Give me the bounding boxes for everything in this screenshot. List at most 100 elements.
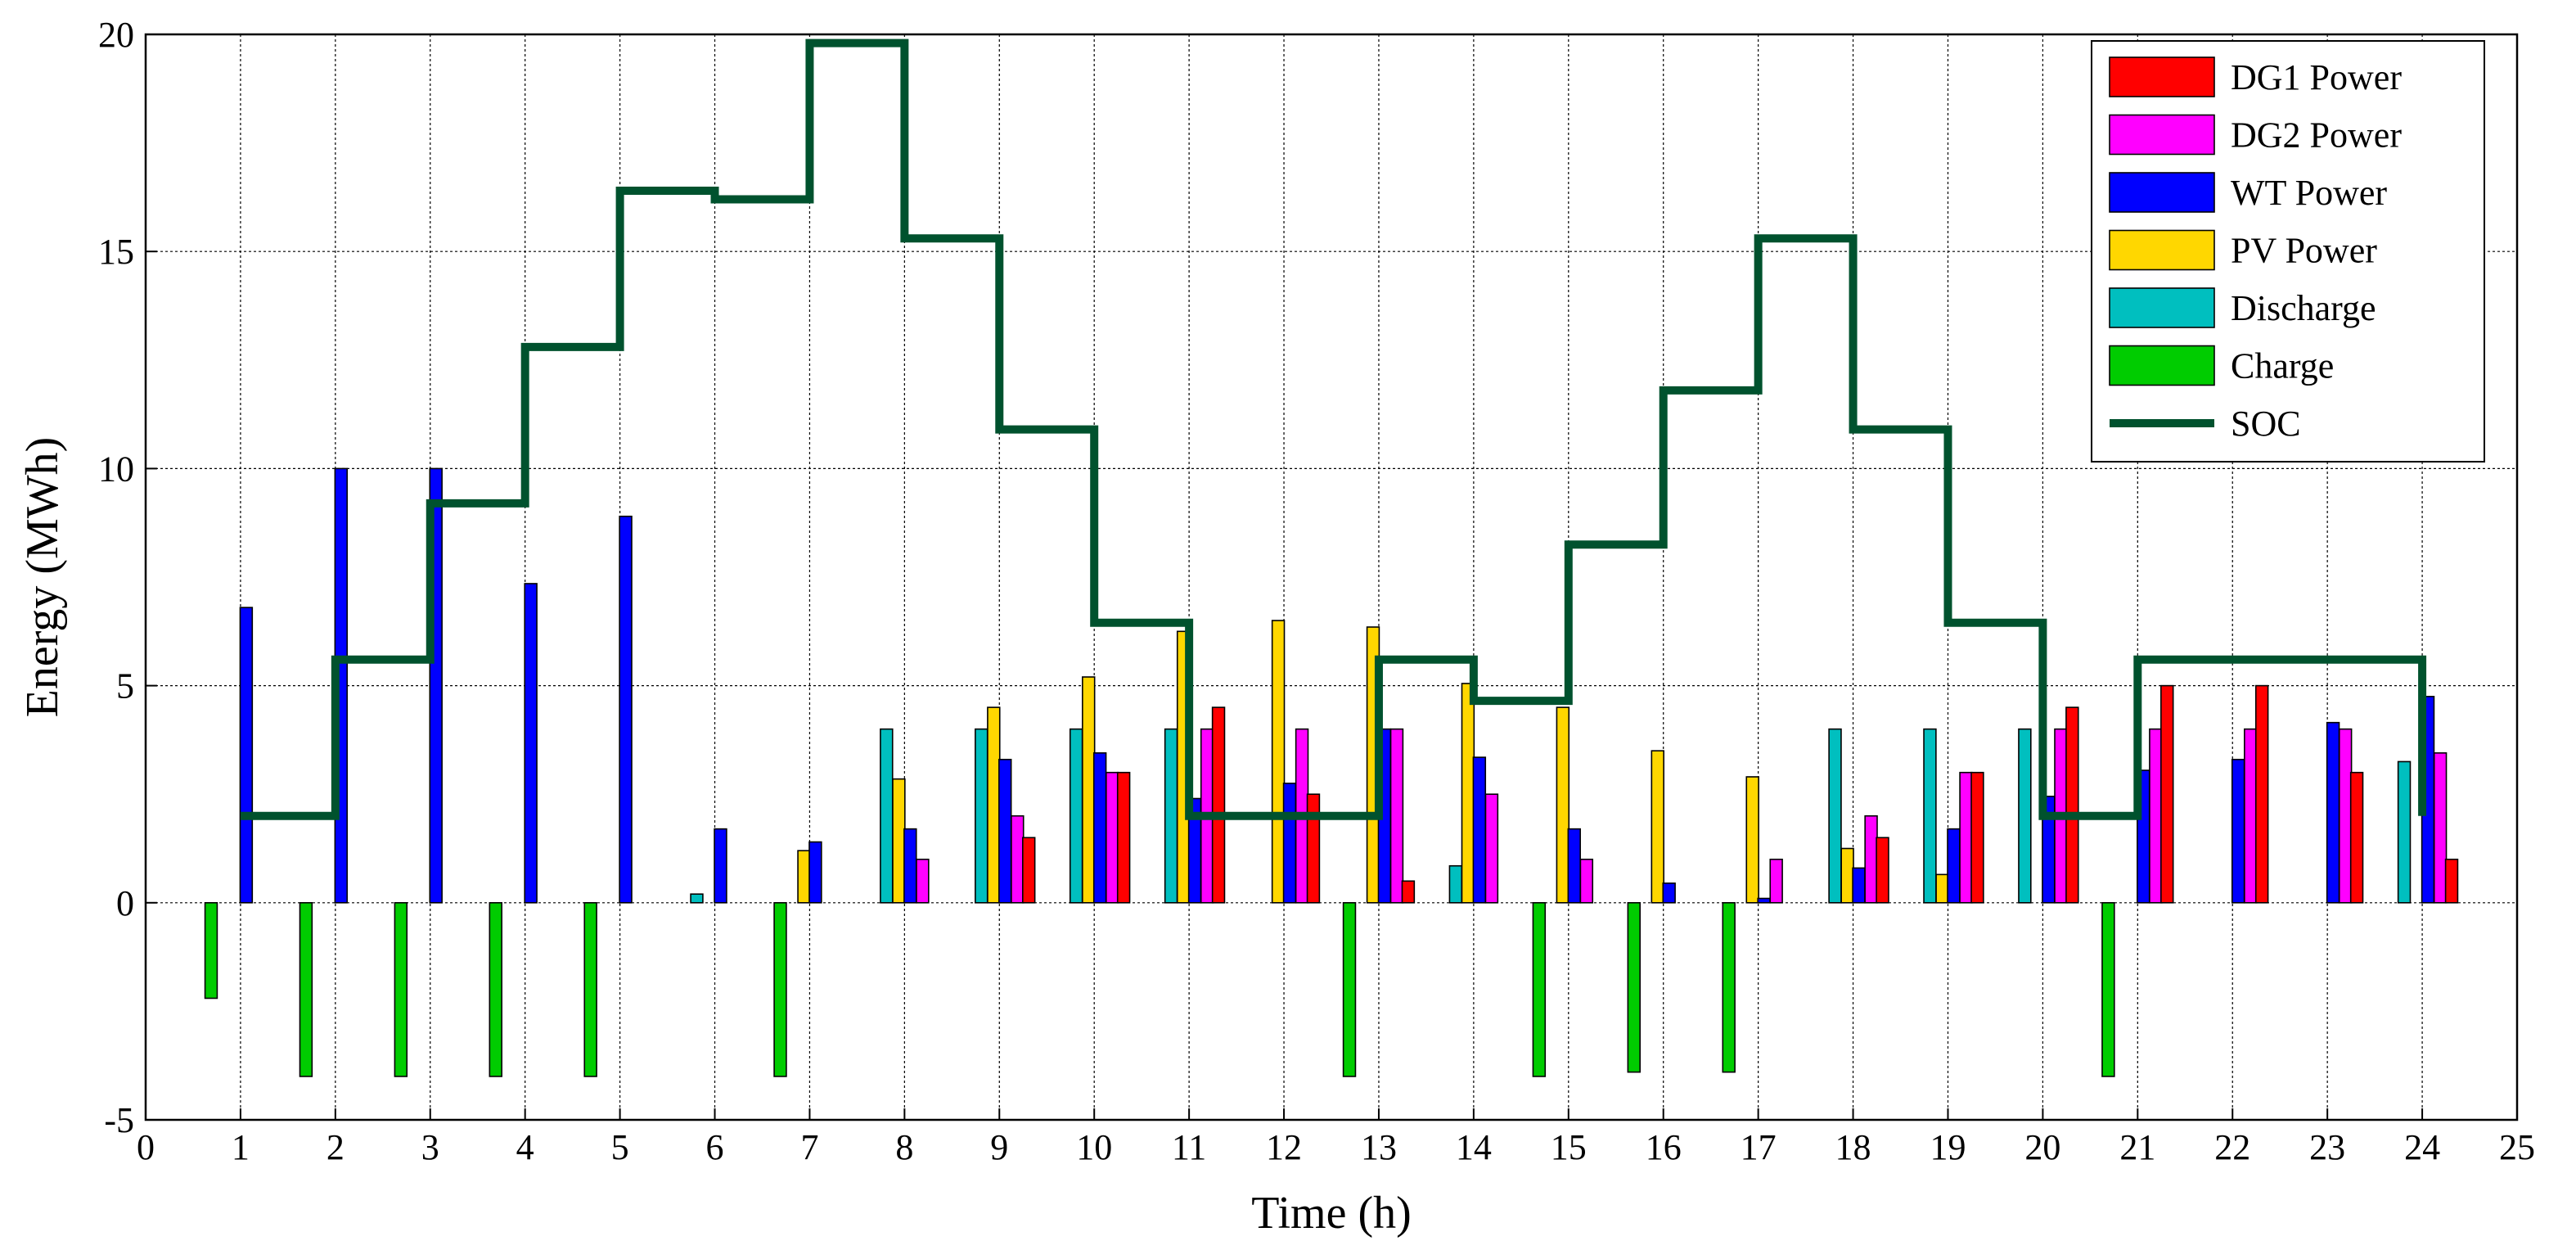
x-tick-label: 3 — [421, 1127, 439, 1167]
x-tick-label: 14 — [1456, 1127, 1492, 1167]
bar-discharge — [1448, 864, 1463, 904]
bar-charge — [1627, 902, 1642, 1073]
bar-discharge — [1828, 728, 1842, 904]
bar-charge — [1722, 902, 1736, 1073]
x-tick-label: 24 — [2404, 1127, 2440, 1167]
bar-dg2-power — [2338, 728, 2353, 904]
x-tick-label: 23 — [2309, 1127, 2345, 1167]
bar-charge — [2101, 902, 2115, 1077]
bar-charge — [394, 902, 408, 1077]
bar-wt-power — [1092, 752, 1107, 904]
bar-wt-power — [2326, 721, 2340, 904]
bar-pv-power — [1271, 620, 1286, 904]
legend-label: Discharge — [2231, 288, 2376, 328]
y-tick-label: 20 — [98, 15, 134, 55]
bar-dg2-power — [916, 858, 930, 904]
legend-label: PV Power — [2231, 231, 2377, 271]
x-tick-label: 6 — [706, 1127, 724, 1167]
legend-label: DG2 Power — [2231, 115, 2402, 156]
legend-swatch-discharge — [2109, 287, 2215, 328]
bar-wt-power — [1852, 867, 1866, 904]
x-tick-label: 13 — [1361, 1127, 1397, 1167]
bar-dg1-power — [1211, 706, 1226, 904]
x-tick-label: 1 — [232, 1127, 250, 1167]
bar-dg2-power — [1484, 793, 1499, 904]
x-tick-label: 22 — [2214, 1127, 2250, 1167]
y-tick-label: -5 — [104, 1100, 134, 1140]
bar-charge — [299, 902, 313, 1077]
bar-discharge — [1069, 728, 1083, 904]
bar-wt-power — [903, 828, 917, 904]
x-tick-label: 8 — [895, 1127, 913, 1167]
x-tick-label: 5 — [611, 1127, 629, 1167]
bar-dg1-power — [1306, 793, 1321, 904]
bar-dg2-power — [2149, 728, 2163, 904]
legend: DG1 Power DG2 Power WT Power PV Power Discha… — [2091, 40, 2485, 463]
bar-dg1-power — [2444, 858, 2459, 904]
x-tick-label: 2 — [327, 1127, 345, 1167]
x-tick-label: 25 — [2499, 1127, 2535, 1167]
bar-discharge — [880, 728, 894, 904]
bar-dg1-power — [1021, 837, 1036, 904]
bar-dg1-power — [2065, 706, 2079, 904]
x-tick-label: 18 — [1835, 1127, 1871, 1167]
bar-wt-power — [1947, 828, 1961, 904]
x-tick-label: 0 — [137, 1127, 155, 1167]
legend-swatch-pv-power — [2109, 229, 2215, 271]
x-tick-label: 12 — [1266, 1127, 1302, 1167]
bar-charge — [204, 902, 218, 1000]
axis-ticks: 0 1 2 3 4 5 6 7 8 9 10 11 12 13 14 15 16 17 18 19 20 21 22 23 24… — [98, 15, 2535, 1167]
bar-charge — [583, 902, 597, 1077]
bar-charge — [773, 902, 787, 1077]
bar-dg2-power — [2433, 752, 2448, 904]
bar-wt-power — [1567, 828, 1581, 904]
bar-charge — [489, 902, 502, 1077]
bar-wt-power — [1472, 756, 1487, 904]
x-tick-label: 21 — [2119, 1127, 2155, 1167]
bar-wt-power — [239, 607, 254, 904]
bar-pv-power — [1935, 873, 1949, 904]
bar-pv-power — [797, 850, 811, 904]
bar-pv-power — [1556, 706, 1570, 904]
bar-dg2-power — [2244, 728, 2258, 904]
bar-dg1-power — [2160, 684, 2174, 904]
bar-pv-power — [1651, 750, 1664, 904]
bar-wt-power — [524, 583, 538, 904]
bar-dg1-power — [2254, 684, 2269, 904]
soc-step-line — [240, 38, 2427, 820]
y-tick-label: 5 — [116, 666, 134, 706]
x-tick-label: 20 — [2024, 1127, 2060, 1167]
x-tick-label: 19 — [1930, 1127, 1966, 1167]
bar-pv-power — [1082, 676, 1096, 904]
bar-wt-power — [1282, 783, 1297, 904]
bar-wt-power — [808, 841, 822, 904]
legend-swatch-wt-power — [2109, 172, 2215, 213]
bar-discharge — [2397, 760, 2412, 904]
x-tick-label: 4 — [516, 1127, 534, 1167]
y-axis-label: Energy (MWh) — [17, 437, 68, 718]
legend-label: Charge — [2231, 346, 2334, 386]
bar-dg1-power — [2349, 771, 2364, 904]
x-tick-label: 10 — [1076, 1127, 1112, 1167]
bar-wt-power — [998, 758, 1012, 904]
bar-dg2-power — [1106, 771, 1119, 904]
x-tick-label: 16 — [1646, 1127, 1682, 1167]
bar-wt-power — [714, 828, 727, 904]
bar-dg2-power — [1011, 815, 1025, 904]
bar-dg1-power — [1401, 880, 1416, 904]
bar-charge — [1532, 902, 1547, 1077]
bar-dg1-power — [1970, 771, 1984, 904]
bar-pv-power — [1461, 683, 1475, 904]
bar-wt-power — [1662, 882, 1676, 904]
bar-wt-power — [619, 515, 633, 904]
bar-dg2-power — [1959, 771, 1973, 904]
bar-dg1-power — [1876, 837, 1889, 904]
y-tick-label: 15 — [98, 232, 134, 272]
bar-discharge — [2018, 728, 2032, 904]
bar-discharge — [1164, 728, 1178, 904]
bar-pv-power — [1745, 776, 1759, 904]
bar-dg2-power — [1864, 815, 1878, 904]
legend-label: WT Power — [2231, 173, 2387, 213]
legend-swatch-charge — [2109, 345, 2215, 386]
